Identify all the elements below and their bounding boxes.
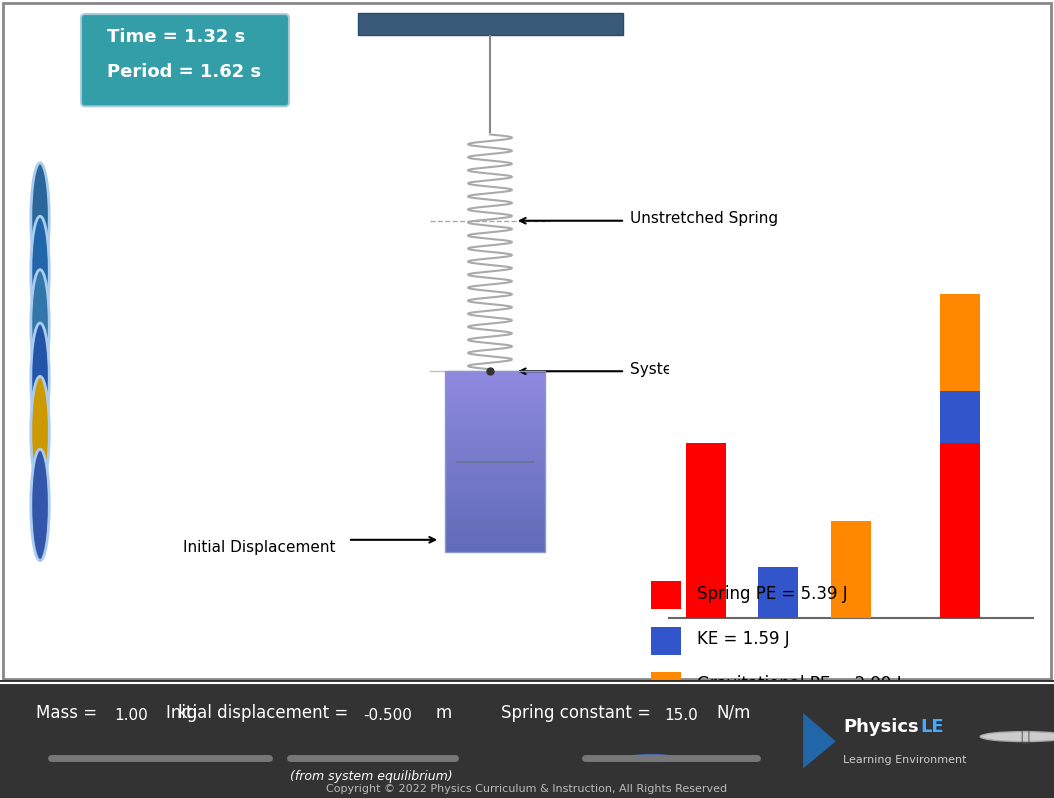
- Bar: [445, 398, 545, 403]
- Text: Time = 1.32 s: Time = 1.32 s: [108, 28, 246, 46]
- Circle shape: [31, 216, 50, 328]
- Bar: [445, 371, 545, 552]
- Circle shape: [277, 756, 317, 760]
- Bar: [445, 385, 545, 389]
- FancyBboxPatch shape: [651, 672, 681, 700]
- Bar: [445, 448, 545, 452]
- Bar: [445, 402, 545, 407]
- Bar: [445, 475, 545, 480]
- Bar: [445, 461, 545, 466]
- Text: kg: kg: [177, 704, 197, 722]
- Text: ⤢: ⤢: [1020, 729, 1029, 744]
- FancyBboxPatch shape: [651, 626, 681, 654]
- Bar: [445, 470, 545, 475]
- FancyBboxPatch shape: [0, 579, 1054, 798]
- Bar: [445, 438, 545, 444]
- Circle shape: [31, 323, 50, 435]
- Circle shape: [31, 377, 50, 488]
- Text: -0.500: -0.500: [364, 708, 412, 723]
- Bar: [445, 516, 545, 520]
- Bar: [686, 443, 725, 618]
- Bar: [445, 502, 545, 507]
- Text: N/m: N/m: [717, 704, 752, 722]
- Text: Spring constant =: Spring constant =: [502, 704, 651, 722]
- Bar: [445, 511, 545, 516]
- Text: Initial displacement =: Initial displacement =: [165, 704, 348, 722]
- Bar: [445, 465, 545, 471]
- Circle shape: [980, 732, 1054, 741]
- Bar: [759, 567, 798, 618]
- Bar: [445, 389, 545, 394]
- Bar: [445, 506, 545, 512]
- Text: System Equilibrium: System Equilibrium: [630, 361, 779, 377]
- Bar: [940, 294, 980, 391]
- Bar: [445, 533, 545, 539]
- Polygon shape: [803, 713, 836, 768]
- Bar: [445, 543, 545, 547]
- Bar: [940, 443, 980, 618]
- FancyBboxPatch shape: [651, 582, 681, 610]
- Text: Learning Environment: Learning Environment: [843, 755, 967, 765]
- Bar: [445, 547, 545, 552]
- Circle shape: [178, 756, 218, 760]
- Bar: [445, 456, 545, 461]
- Bar: [445, 429, 545, 434]
- FancyBboxPatch shape: [0, 579, 1054, 798]
- Bar: [445, 488, 545, 493]
- Bar: [445, 416, 545, 421]
- Bar: [445, 538, 545, 543]
- Bar: [445, 425, 545, 430]
- Bar: [445, 371, 545, 376]
- Circle shape: [631, 756, 671, 760]
- Circle shape: [31, 270, 50, 381]
- Bar: [445, 375, 545, 381]
- Bar: [445, 380, 545, 385]
- Bar: [358, 13, 623, 35]
- Text: KE = 1.59 J: KE = 1.59 J: [697, 630, 789, 648]
- Text: Total Energy = 9.98 J: Total Energy = 9.98 J: [697, 725, 871, 743]
- FancyBboxPatch shape: [0, 579, 1054, 798]
- Text: Period = 1.62 s: Period = 1.62 s: [108, 63, 261, 81]
- Bar: [445, 452, 545, 457]
- Text: Spring PE = 5.39 J: Spring PE = 5.39 J: [697, 585, 847, 603]
- Text: m: m: [435, 704, 451, 722]
- Bar: [445, 407, 545, 412]
- Bar: [445, 479, 545, 484]
- Text: LE: LE: [920, 718, 943, 736]
- Bar: [445, 412, 545, 417]
- Bar: [445, 484, 545, 488]
- Circle shape: [31, 449, 50, 561]
- Bar: [445, 421, 545, 425]
- Text: 15.0: 15.0: [664, 708, 698, 723]
- Bar: [445, 434, 545, 439]
- Bar: [445, 519, 545, 525]
- Circle shape: [31, 163, 50, 275]
- FancyBboxPatch shape: [81, 14, 289, 106]
- Bar: [445, 524, 545, 529]
- Bar: [445, 492, 545, 498]
- Bar: [832, 521, 871, 618]
- Text: Gravitational PE = 2.99 J: Gravitational PE = 2.99 J: [697, 675, 901, 693]
- Bar: [445, 443, 545, 448]
- Text: Unstretched Spring: Unstretched Spring: [630, 211, 778, 227]
- Text: Copyright © 2022 Physics Curriculum & Instruction, All Rights Reserved: Copyright © 2022 Physics Curriculum & In…: [327, 784, 727, 793]
- Text: Physics: Physics: [843, 718, 919, 736]
- Text: 0.5x: 0.5x: [25, 585, 55, 599]
- Text: 1.00: 1.00: [114, 708, 148, 723]
- Text: Initial Displacement: Initial Displacement: [183, 540, 335, 555]
- Bar: [445, 497, 545, 502]
- Text: Mass =: Mass =: [36, 704, 97, 722]
- Bar: [445, 393, 545, 398]
- Bar: [445, 529, 545, 534]
- Text: (from system equilibrium): (from system equilibrium): [290, 770, 452, 784]
- Bar: [940, 391, 980, 443]
